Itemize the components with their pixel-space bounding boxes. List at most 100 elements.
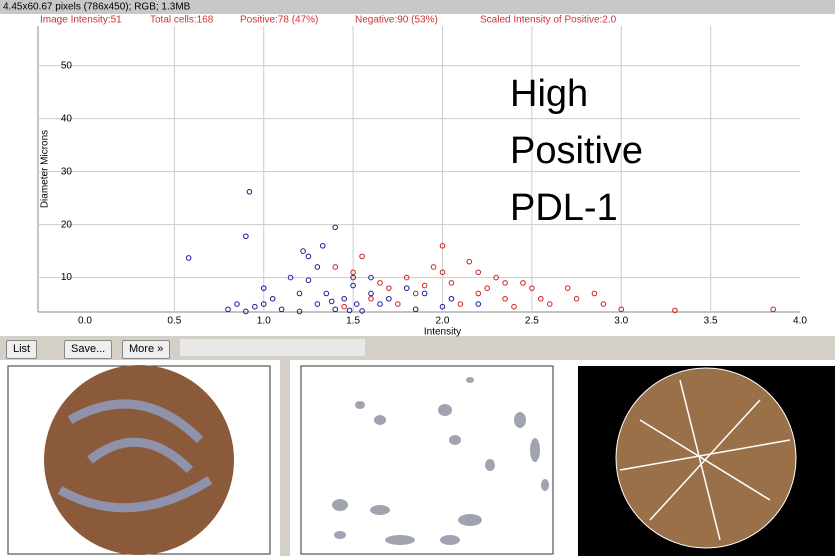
data-point [296,308,303,315]
data-point [252,303,258,310]
data-point [359,253,365,260]
data-point [305,253,312,260]
data-point [573,295,580,302]
data-point [770,306,776,313]
data-point [457,301,464,307]
data-point [377,280,383,286]
image-frame [300,365,554,555]
annotation: Positive [510,130,643,172]
x-tick-label: 1.5 [346,316,360,327]
status-field [180,339,365,356]
data-point [448,295,455,302]
stat: Image Intensity:51 [40,15,122,26]
y-tick-label: 40 [61,113,73,124]
data-point [618,306,625,313]
data-point [314,264,321,270]
data-point [323,290,330,297]
more-button[interactable]: More » [122,340,171,359]
data-point [591,290,598,297]
y-tick-label: 50 [61,60,73,71]
list-button[interactable]: List [6,340,38,359]
cell-boundaries [619,379,791,541]
y-axis-label: Diameter Microns [40,130,51,208]
data-point [439,269,446,276]
data-point [377,301,383,307]
data-point [430,264,437,270]
data-point [475,269,482,276]
data-point [225,306,231,313]
x-tick-label: 0.0 [78,316,92,327]
data-point [475,290,482,297]
stat: Total cells:168 [150,15,214,26]
data-point [346,307,353,314]
x-tick-label: 3.0 [614,316,628,327]
data-point [296,290,303,297]
annotation: High [510,73,588,115]
data-point [341,295,347,302]
data-point [278,306,285,313]
image-strip [0,360,835,556]
data-point [386,285,392,291]
data-point [368,295,374,302]
data-point [475,301,482,307]
y-tick-label: 20 [61,219,73,230]
data-point [672,307,678,314]
data-point [538,295,544,302]
data-point [421,290,428,297]
data-point [502,280,508,286]
data-point [359,308,365,314]
stat: Positive:78 (47%) [240,15,318,26]
stroma [57,399,213,513]
data-point [243,233,249,240]
data-point [529,285,535,291]
tissue-core [44,365,234,555]
data-point [234,301,240,307]
x-tick-label: 3.5 [704,316,718,327]
stat: Scaled Intensity of Positive:2.0 [480,15,617,26]
x-tick-label: 2.0 [436,316,450,327]
data-point [332,306,339,313]
data-point [314,301,321,307]
plot-window: 4.45x60.67 pixels (786x450); RGB; 1.3MB … [0,0,835,356]
data-point [466,258,473,265]
data-point [403,285,410,291]
data-point [502,295,508,302]
data-point [520,280,526,286]
data-point [328,298,335,305]
divider [280,360,290,556]
data-point [448,280,455,286]
data-point [260,285,267,291]
save-button[interactable]: Save... [64,340,113,359]
y-tick-label: 10 [61,272,73,283]
y-tick-label: 30 [61,166,73,177]
data-point [350,274,356,281]
x-tick-label: 4.0 [793,316,807,327]
data-point [546,301,553,307]
data-point [421,282,428,289]
annotation: PDL-1 [510,187,618,229]
data-point [564,285,571,291]
data-point [350,282,356,289]
data-point [246,188,253,195]
data-point [395,301,401,307]
data-point [269,295,276,302]
data-point [332,224,339,231]
data-point [511,303,517,310]
data-point [350,269,356,276]
data-point [185,255,192,261]
stat: Negative:90 (53%) [355,15,438,26]
data-point [412,306,419,313]
x-tick-label: 2.5 [525,316,539,327]
data-point [353,301,360,307]
data-point [260,301,267,307]
data-point [484,285,490,291]
data-point [439,303,446,310]
x-tick-label: 0.5 [167,316,181,327]
data-point [287,274,294,281]
title-bar [0,0,835,14]
data-point [305,277,312,284]
data-point [439,242,446,249]
x-tick-label: 1.0 [257,316,271,327]
data-point [600,301,607,307]
